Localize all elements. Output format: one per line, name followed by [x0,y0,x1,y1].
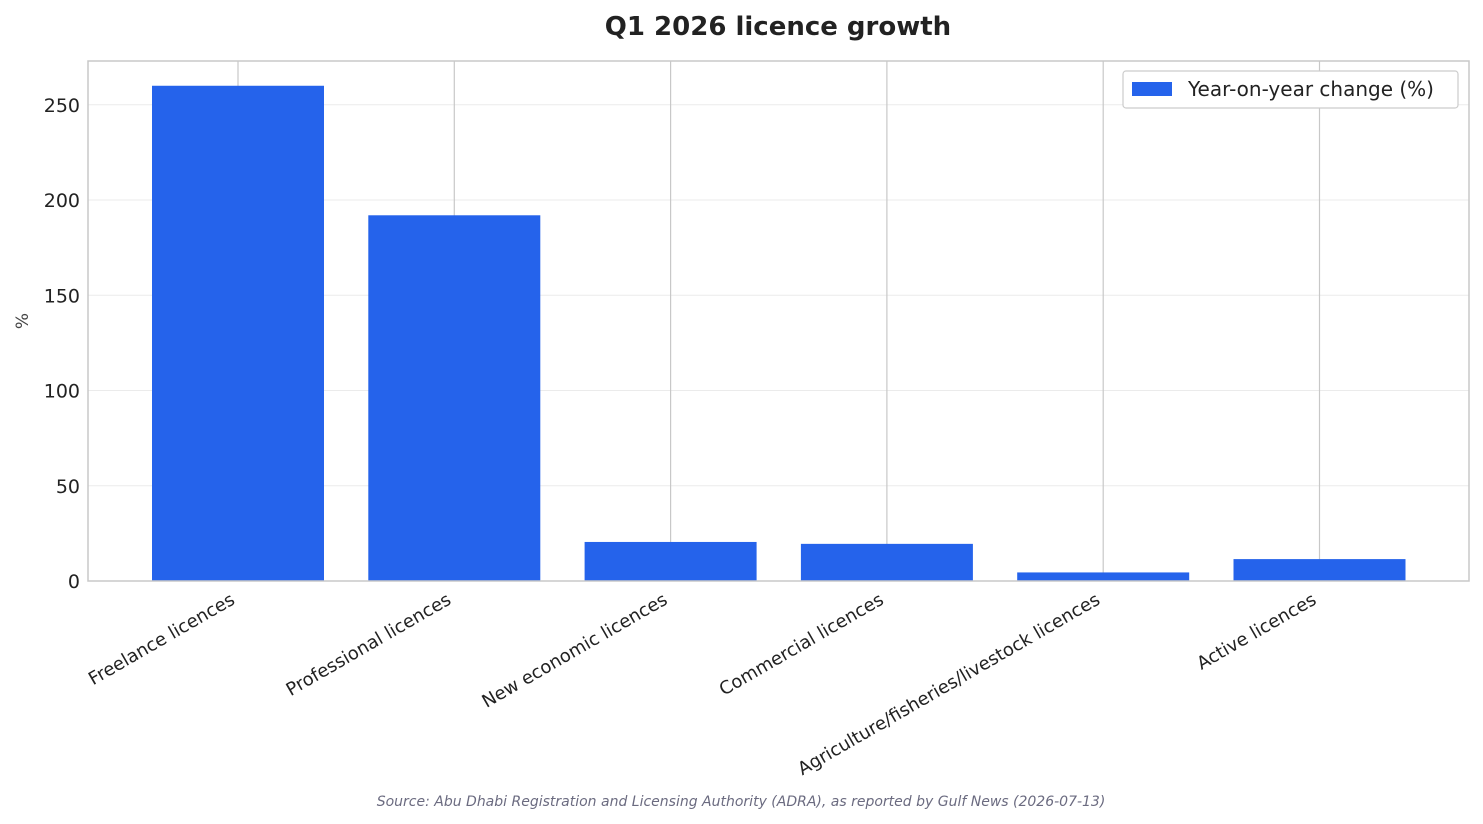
bar-0 [152,85,324,581]
y-tick-label: 200 [44,190,80,212]
x-tick-label: New economic licences [478,589,671,712]
y-axis-label: % [13,313,33,329]
x-tick-label: Commercial licences [716,589,888,700]
bar-5 [1233,559,1406,581]
bars [152,85,1406,582]
y-axis-ticks: 0 50 100 150 200 250 [44,95,80,593]
chart-title: Q1 2026 licence growth [605,12,951,42]
x-axis-ticks: Freelance licences Professional licences N… [85,589,1320,780]
bar-2 [584,541,757,581]
x-tick-label: Professional licences [283,589,455,701]
plot-frame [87,60,1470,582]
y-tick-label: 150 [44,285,80,307]
x-tick-label: Active licences [1193,589,1320,674]
bar-1 [368,215,541,582]
legend-box [1122,70,1459,109]
legend-swatch [1132,82,1172,96]
legend-label: Year-on-year change (%) [1187,77,1434,101]
y-tick-label: 250 [44,95,80,117]
bar-4 [1017,572,1190,581]
legend: Year-on-year change (%) [1122,70,1459,109]
bar-3 [800,543,973,581]
y-tick-label: 0 [68,571,80,593]
y-tick-label: 100 [44,381,80,403]
x-tick-label: Freelance licences [85,589,238,690]
source-note: Source: Abu Dhabi Registration and Licen… [377,794,1106,810]
y-tick-label: 50 [56,476,80,498]
